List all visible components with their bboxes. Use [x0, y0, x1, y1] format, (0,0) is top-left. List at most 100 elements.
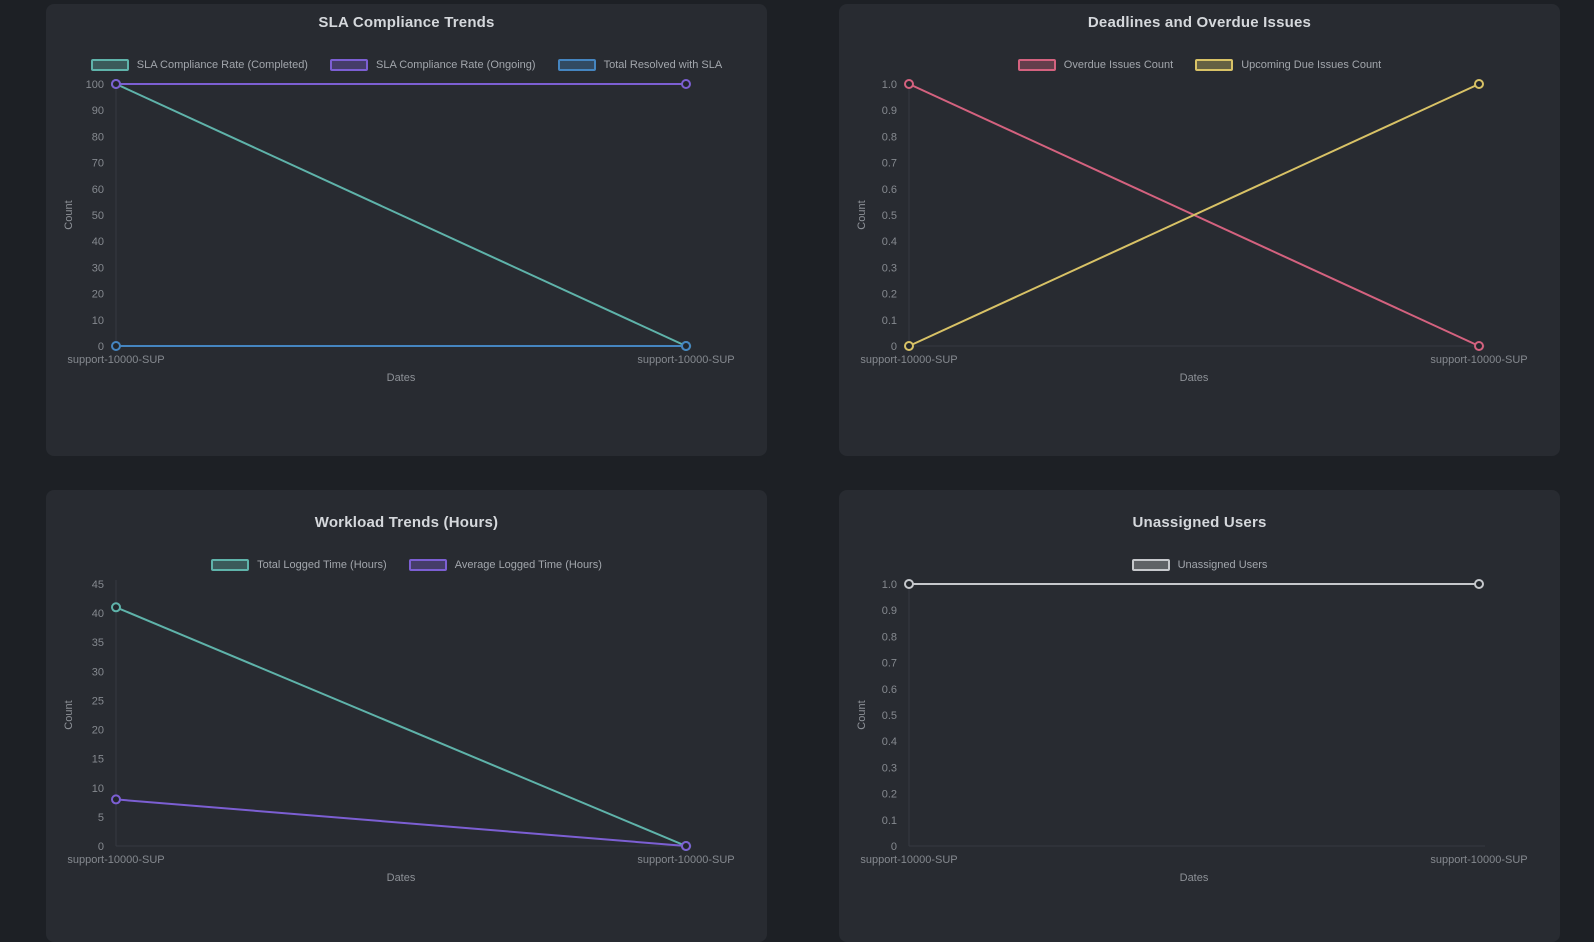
legend-item[interactable]: Total Resolved with SLA — [557, 59, 723, 71]
y-tick-label: 100 — [86, 79, 104, 91]
data-point[interactable] — [904, 579, 914, 589]
chart-legend: Total Logged Time (Hours) Average Logged … — [46, 557, 767, 573]
y-tick-label: 30 — [92, 262, 104, 274]
y-tick-label: 0 — [891, 841, 897, 853]
legend-label: Upcoming Due Issues Count — [1241, 59, 1382, 71]
legend-label: Unassigned Users — [1177, 559, 1268, 571]
data-point[interactable] — [1474, 341, 1484, 351]
chart-canvas: 0 10 20 30 40 50 60 70 80 90 100 Count support-10000… — [63, 79, 735, 384]
y-tick-label: 0.5 — [882, 210, 897, 222]
x-axis-title: Dates — [387, 372, 416, 384]
data-point[interactable] — [111, 602, 121, 613]
legend-label: Total Resolved with SLA — [603, 59, 723, 71]
y-tick-label: 0.8 — [882, 131, 897, 143]
chart-card-unassigned-users: Unassigned Users Unassigned Users 0 0.1 0.… — [839, 490, 1560, 942]
legend-item[interactable]: Total Logged Time (Hours) — [211, 559, 387, 571]
y-axis-title: Count — [63, 700, 75, 729]
legend-swatch — [1131, 559, 1170, 571]
legend-item[interactable]: SLA Compliance Rate (Ongoing) — [329, 59, 536, 71]
data-point[interactable] — [681, 341, 691, 351]
legend-item[interactable]: Upcoming Due Issues Count — [1195, 59, 1381, 71]
legend-swatch — [1195, 59, 1234, 71]
y-tick-label: 0.9 — [882, 605, 897, 617]
y-tick-label: 15 — [92, 754, 104, 766]
chart-card-workload-trends: Workload Trends (Hours) Total Logged Tim… — [46, 490, 767, 942]
y-tick-label: 90 — [92, 105, 104, 117]
y-tick-label: 1.0 — [882, 579, 897, 591]
y-tick-label: 0.1 — [882, 315, 897, 327]
chart-legend: Overdue Issues Count Upcoming Due Issues … — [839, 57, 1560, 73]
chart-legend: SLA Compliance Rate (Completed) SLA Compl… — [46, 57, 767, 73]
chart-title: Unassigned Users — [1132, 514, 1267, 531]
legend-item[interactable]: Average Logged Time (Hours) — [408, 559, 602, 571]
legend-label: Total Logged Time (Hours) — [257, 559, 387, 571]
y-tick-label: 0.3 — [882, 262, 897, 274]
x-tick-label: support-10000-SUP — [637, 354, 734, 366]
legend-swatch — [90, 59, 129, 71]
y-tick-label: 70 — [92, 158, 104, 170]
y-tick-label: 0.6 — [882, 684, 897, 696]
chart-canvas: 0 0.1 0.2 0.3 0.4 0.5 0.6 0.7 0.8 0.9 1.0 Count supp… — [856, 579, 1528, 884]
y-tick-label: 0.4 — [882, 236, 897, 248]
y-tick-label: 0.3 — [882, 762, 897, 774]
y-tick-label: 0.4 — [882, 736, 897, 748]
series-line — [908, 83, 1480, 347]
y-axis-title: Count — [856, 200, 868, 229]
legend-swatch — [329, 59, 368, 71]
legend-label: Average Logged Time (Hours) — [454, 559, 602, 571]
x-tick-label: support-10000-SUP — [860, 854, 957, 866]
chart-legend: Unassigned Users — [839, 557, 1560, 573]
legend-item[interactable]: Unassigned Users — [1131, 559, 1268, 571]
x-tick-label: support-10000-SUP — [67, 854, 164, 866]
series-line — [115, 83, 687, 347]
y-tick-label: 45 — [92, 579, 104, 591]
y-tick-label: 20 — [92, 289, 104, 301]
legend-item[interactable]: Overdue Issues Count — [1017, 59, 1174, 71]
y-tick-label: 0.7 — [882, 658, 897, 670]
chart-canvas: 0 0.1 0.2 0.3 0.4 0.5 0.6 0.7 0.8 0.9 1.0 Count supp… — [856, 79, 1528, 384]
data-point[interactable] — [111, 79, 121, 89]
y-tick-label: 0.9 — [882, 105, 897, 117]
series-line — [115, 798, 687, 847]
y-tick-label: 0.7 — [882, 158, 897, 170]
legend-item[interactable]: SLA Compliance Rate (Completed) — [90, 59, 308, 71]
legend-swatch — [211, 559, 250, 571]
legend-swatch — [557, 59, 596, 71]
series-line — [115, 606, 687, 847]
y-tick-label: 0.5 — [882, 710, 897, 722]
y-tick-label: 10 — [92, 783, 104, 795]
y-tick-label: 40 — [92, 236, 104, 248]
y-tick-label: 0 — [891, 341, 897, 353]
data-point[interactable] — [1474, 79, 1484, 89]
y-tick-label: 10 — [92, 315, 104, 327]
y-tick-label: 50 — [92, 210, 104, 222]
y-tick-label: 35 — [92, 637, 104, 649]
y-tick-label: 20 — [92, 725, 104, 737]
legend-label: SLA Compliance Rate (Ongoing) — [375, 59, 536, 71]
chart-title: Deadlines and Overdue Issues — [1087, 14, 1312, 31]
data-point[interactable] — [681, 79, 691, 89]
data-point[interactable] — [904, 341, 914, 351]
legend-swatch — [1017, 59, 1056, 71]
data-point[interactable] — [1474, 579, 1484, 589]
y-tick-label: 0.2 — [882, 789, 897, 801]
chart-title: Workload Trends (Hours) — [314, 514, 499, 531]
chart-card-deadlines-overdue-issues: Deadlines and Overdue Issues Overdue Iss… — [839, 4, 1560, 456]
y-tick-label: 0 — [98, 341, 104, 353]
data-point[interactable] — [111, 794, 121, 805]
y-tick-label: 0.2 — [882, 289, 897, 301]
y-tick-label: 0.6 — [882, 184, 897, 196]
y-tick-label: 0.8 — [882, 631, 897, 643]
data-point[interactable] — [904, 79, 914, 89]
y-tick-label: 30 — [92, 666, 104, 678]
y-tick-label: 25 — [92, 695, 104, 707]
x-axis-title: Dates — [387, 872, 416, 884]
x-tick-label: support-10000-SUP — [860, 354, 957, 366]
x-axis-title: Dates — [1180, 872, 1209, 884]
legend-label: Overdue Issues Count — [1063, 59, 1174, 71]
y-tick-label: 80 — [92, 131, 104, 143]
data-point[interactable] — [111, 341, 121, 351]
legend-label: SLA Compliance Rate (Completed) — [136, 59, 308, 71]
chart-canvas: 0 5 10 15 20 25 30 35 40 45 Count support-10000-SUP… — [63, 579, 735, 884]
data-point[interactable] — [681, 841, 691, 851]
